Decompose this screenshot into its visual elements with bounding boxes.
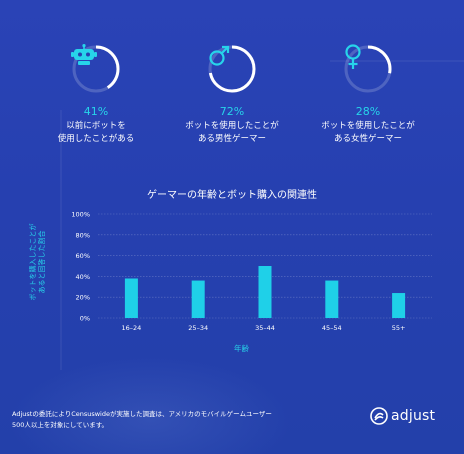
y-tick-label: 80% (76, 231, 90, 239)
adjust-logo: adjust (370, 406, 435, 426)
female-icon (343, 44, 393, 94)
x-tick-label: 25–34 (188, 324, 208, 332)
background-decor (60, 110, 62, 370)
progress-ring (343, 44, 393, 94)
stat-percent: 28% (355, 105, 381, 118)
adjust-logo-icon (370, 407, 388, 425)
robot-icon (71, 44, 121, 94)
y-tick-label: 100% (71, 211, 90, 219)
y-tick-label: 60% (76, 252, 90, 260)
x-tick-label: 45–54 (322, 324, 342, 332)
stat-male-gamers: 72% ボットを使用したことが ある男性ゲーマー (167, 44, 297, 146)
y-tick-label: 0% (80, 315, 90, 323)
x-axis-label: 年齢 (234, 344, 249, 353)
bar (191, 280, 205, 318)
stat-description-line: ボットを使用したことが (321, 121, 415, 131)
y-tick-label: 20% (76, 294, 90, 302)
stat-percent: 72% (219, 105, 245, 118)
progress-ring (207, 44, 257, 94)
stat-description: ボットを使用したことが ある男性ゲーマー (167, 120, 297, 146)
stat-description-line: ある男性ゲーマー (197, 134, 266, 144)
x-tick-label: 35–44 (255, 324, 275, 332)
footnote: Adjustの委託によりCensuswideが実施した調査は、アメリカのモバイル… (12, 409, 272, 431)
bar (392, 293, 406, 318)
y-tick-label: 40% (76, 273, 90, 281)
stat-description-line: 以前にボットを (66, 121, 126, 131)
stat-description: 以前にボットを 使用したことがある (31, 120, 161, 146)
chart-title: ゲーマーの年齢とボット購入の関連性 (147, 190, 317, 201)
y-axis-label-line: ボットを購入したことが (29, 223, 37, 301)
x-tick-label: 16–24 (122, 324, 142, 332)
progress-ring (71, 44, 121, 94)
bar (124, 278, 138, 318)
stat-description-line: ボットを使用したことが (185, 121, 279, 131)
footnote-line: Adjustの委託によりCensuswideが実施した調査は、アメリカのモバイル… (12, 410, 272, 418)
male-icon (207, 44, 257, 94)
stat-percent: 41% (83, 105, 109, 118)
stat-bots-used: 41% 以前にボットを 使用したことがある (31, 44, 161, 146)
y-axis-label-line: あると回答した割合 (38, 230, 46, 294)
stat-description: ボットを使用したことが ある女性ゲーマー (303, 120, 433, 146)
adjust-logo-text: adjust (391, 408, 436, 424)
background-decor (330, 60, 464, 62)
stat-female-gamers: 28% ボットを使用したことが ある女性ゲーマー (303, 44, 433, 146)
stat-description-line: ある女性ゲーマー (333, 134, 402, 144)
bar (325, 280, 339, 318)
x-tick-label: 55+ (392, 324, 406, 332)
bar (258, 266, 272, 318)
footnote-line: 500人以上を対象にしています。 (12, 421, 109, 429)
stat-description-line: 使用したことがある (57, 134, 135, 144)
